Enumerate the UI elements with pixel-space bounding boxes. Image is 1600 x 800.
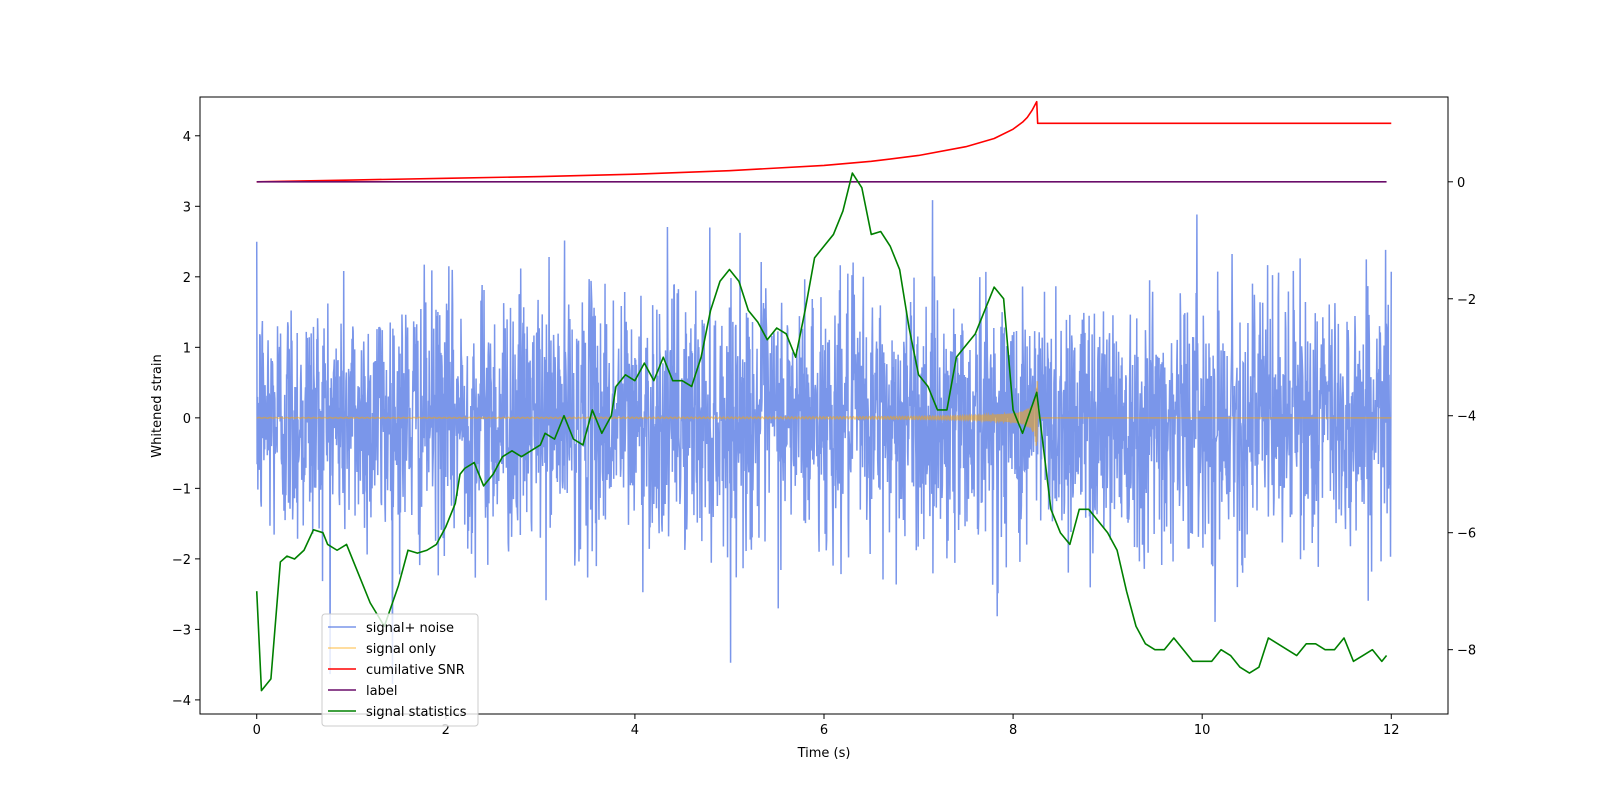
x-axis-title: Time (s) [797, 746, 851, 761]
x-tick-label: 4 [631, 723, 639, 738]
series-cumulative-snr [256, 100, 1392, 183]
y2-axis: −8 −6 −4 −2 0 [1448, 176, 1476, 659]
legend-box [321, 613, 479, 727]
y-tick-label: 4 [183, 130, 191, 145]
x-tick-label: 2 [442, 723, 450, 738]
y2-tick-label: −8 [1457, 644, 1476, 659]
legend-label-cumulative-snr: cumilative SNR [366, 663, 465, 678]
y-tick-label: −3 [172, 623, 191, 638]
y2-tick-label: −2 [1457, 293, 1476, 308]
legend-label-label: label [366, 684, 397, 699]
x-tick-label: 0 [253, 723, 261, 738]
legend-label-signal-noise: signal+ noise [366, 621, 454, 636]
y-tick-label: 2 [183, 271, 191, 286]
series-signal-statistics [255, 172, 1388, 692]
y-tick-label: −2 [172, 553, 191, 568]
y-tick-label: 0 [183, 412, 191, 427]
series-signal-only [256, 381, 1392, 446]
data-layer [255, 100, 1393, 692]
x-tick-label: 8 [1009, 723, 1017, 738]
x-tick-label: 12 [1383, 723, 1400, 738]
legend-label-signal-statistics: signal statistics [366, 705, 467, 720]
y-tick-label: 1 [183, 341, 191, 356]
y-tick-label: −4 [172, 694, 191, 709]
legend-label-signal-only: signal only [366, 642, 436, 657]
legend: signal+ noise signal only cumilative SNR… [321, 613, 479, 727]
series-signal-noise [255, 200, 1393, 684]
y-axis: −4 −3 −2 −1 0 1 2 3 4 [172, 130, 200, 709]
y-tick-label: 3 [183, 200, 191, 215]
x-tick-label: 6 [820, 723, 828, 738]
y2-tick-label: −4 [1457, 410, 1476, 425]
x-tick-label: 10 [1194, 723, 1211, 738]
y-axis-title: Whitened strain [150, 354, 165, 457]
y-tick-label: −1 [172, 482, 191, 497]
y2-tick-label: 0 [1457, 176, 1465, 191]
y2-tick-label: −6 [1457, 527, 1476, 542]
